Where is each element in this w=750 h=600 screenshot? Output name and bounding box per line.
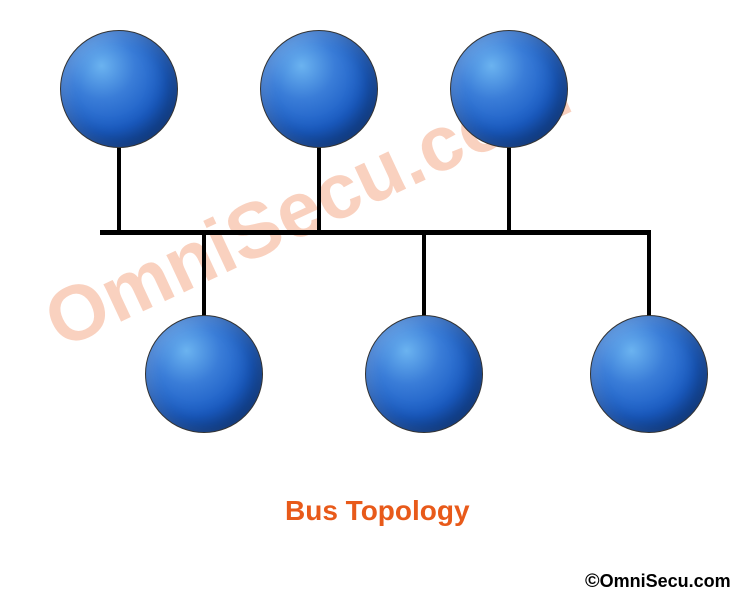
diagram-title: Bus Topology [285, 495, 470, 527]
network-node-top-1 [60, 30, 178, 148]
drop-line-bottom-1 [202, 230, 206, 317]
copyright-text: ©OmniSecu.com [585, 570, 731, 593]
network-node-top-2 [260, 30, 378, 148]
network-node-bottom-2 [365, 315, 483, 433]
drop-line-top-1 [117, 146, 121, 233]
drop-line-bottom-3 [647, 230, 651, 317]
network-node-top-3 [450, 30, 568, 148]
bus-backbone-line [100, 230, 650, 235]
copyright-brand: OmniSecu.com [600, 571, 731, 591]
drop-line-top-2 [317, 146, 321, 233]
copyright-symbol: © [585, 570, 600, 592]
drop-line-bottom-2 [422, 230, 426, 317]
network-node-bottom-3 [590, 315, 708, 433]
network-node-bottom-1 [145, 315, 263, 433]
drop-line-top-3 [507, 146, 511, 233]
